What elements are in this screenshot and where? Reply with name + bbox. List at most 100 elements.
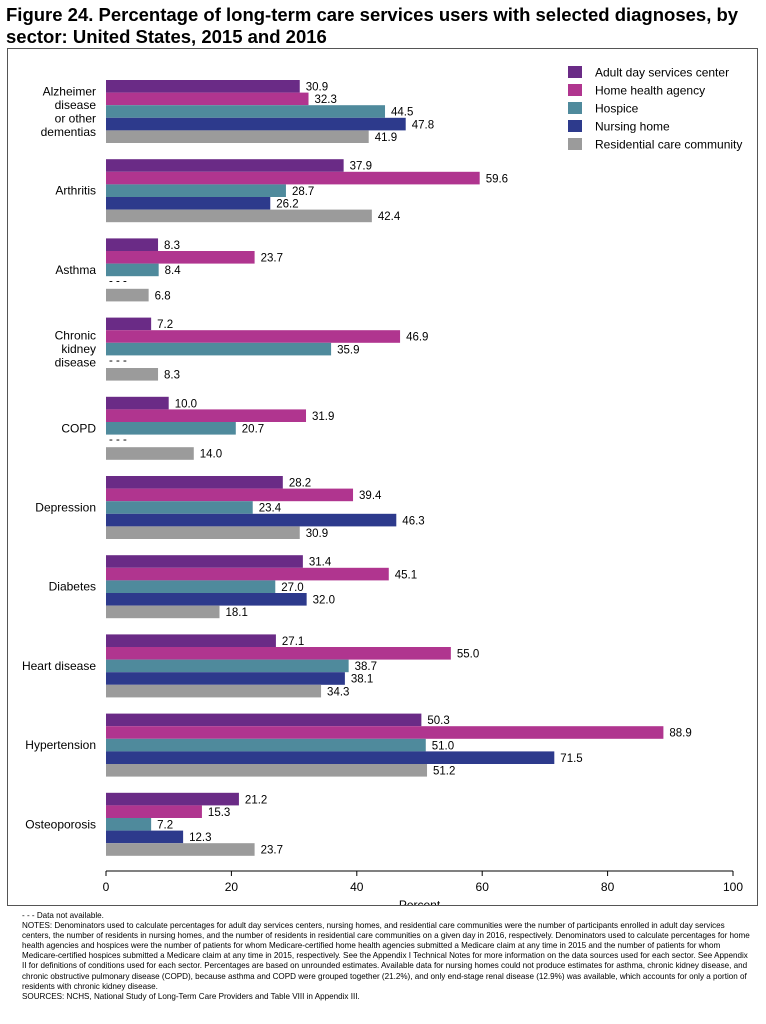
bar [106,342,332,356]
bar-value-label: 8.3 [164,370,180,382]
category-label: Asthma [55,263,96,277]
bar-value-label: 23.7 [261,845,283,857]
bar-value-label: 27.1 [282,636,304,648]
bar-value-label: 12.3 [189,832,211,844]
category-label: Chronic [55,329,96,343]
legend-label: Residential care community [595,138,742,152]
bar [106,526,300,539]
bar-value-label: 10.0 [175,398,197,410]
category-label: dementias [41,125,96,139]
bar [106,409,307,422]
legend-label: Nursing home [595,120,670,134]
bar [106,818,152,831]
not-available-note: - - - Data not available. [22,911,104,920]
bar [106,317,152,331]
bar [106,197,271,210]
legend-swatch [568,138,582,150]
legend-label: Hospice [595,102,639,116]
bar-value-label: 35.9 [337,344,359,356]
bar [106,368,159,381]
bar-value-label: 23.7 [261,253,283,265]
bar-value-label: 46.9 [406,332,428,344]
bar [106,447,194,460]
bar-value-label: 38.7 [355,661,377,673]
category-label: disease [55,356,97,370]
x-tick-label: 60 [476,880,490,894]
bar [106,288,149,302]
bar-value-label: 30.9 [306,82,328,94]
bar-value-label: 47.8 [412,119,434,131]
bar [106,80,300,93]
bar-value-label: 71.5 [560,753,582,765]
legend-label: Adult day services center [595,66,729,80]
bar [106,672,345,685]
category-label: kidney [61,342,96,356]
notes-text: NOTES: Denominators used to calculate pe… [22,921,750,991]
category-label: Alzheimer [43,84,96,98]
bar-value-label: 6.8 [155,290,171,302]
bar-value-label: 7.2 [157,319,173,331]
bar-value-label: 14.0 [200,449,222,461]
bar-value-label: 41.9 [375,132,397,144]
bar [106,130,369,143]
bar [106,171,480,185]
bar-value-label: 50.3 [427,715,449,727]
chart-frame: 0 20 40 60 80 100 Percent 30.9 32.3 44.5 47.8 41.9 A… [7,48,758,906]
bar-value-label: 45.1 [395,569,417,581]
bar-value-label: 8.4 [165,265,182,277]
bar-value-label: 28.7 [292,186,314,198]
category-label: Depression [35,501,96,515]
bar [106,593,307,606]
chart-title: Figure 24. Percentage of long-term care … [6,4,739,47]
bar [106,263,159,277]
bar [106,251,255,264]
bar-value-label: 15.3 [208,807,230,819]
category-label: COPD [61,421,96,435]
bar [106,751,555,764]
bar-value-label: 32.3 [315,94,337,106]
bar [106,396,169,410]
bar-value-label: 27.0 [281,582,303,594]
bar-value-label: 23.4 [259,503,282,515]
bar-value-label: 51.0 [432,740,454,752]
bar [106,764,428,777]
bar-value-label: 46.3 [402,515,424,527]
bar-value-label: 88.9 [669,728,691,740]
bar-value-label: 55.0 [457,649,479,661]
bar [106,792,239,806]
bar-value-label: 28.2 [289,478,311,490]
bar [106,605,220,619]
x-tick-label: 80 [601,880,615,894]
bar-value-label: 34.3 [327,686,349,698]
sources-text: SOURCES: NCHS, National Study of Long-Te… [22,991,360,1001]
category-label: Osteoporosis [25,817,96,831]
bar [106,476,283,489]
bar [106,555,303,568]
category-label: disease [55,98,97,112]
bar [106,184,286,197]
bar-value-label: 42.4 [378,211,401,223]
bar [106,92,309,106]
missing-data-label: - - - [109,434,127,446]
legend-label: Home health agency [595,84,705,98]
bar [106,567,389,581]
bar [106,634,276,647]
missing-data-label: - - - [109,355,127,367]
bar [106,488,354,502]
bar [106,843,255,856]
bar [106,580,276,593]
bar [106,209,372,223]
bar [106,422,236,435]
legend-swatch [568,102,582,114]
bar-value-label: 8.3 [164,240,180,252]
legend-swatch [568,66,582,78]
missing-data-label: - - - [109,276,127,288]
category-label: or other [55,111,96,125]
x-tick-label: 20 [225,880,239,894]
bar [106,647,451,660]
bar [106,238,159,251]
bar-value-label: 37.9 [350,161,372,173]
bar [106,330,401,343]
legend-swatch [568,84,582,96]
bar [106,684,322,698]
